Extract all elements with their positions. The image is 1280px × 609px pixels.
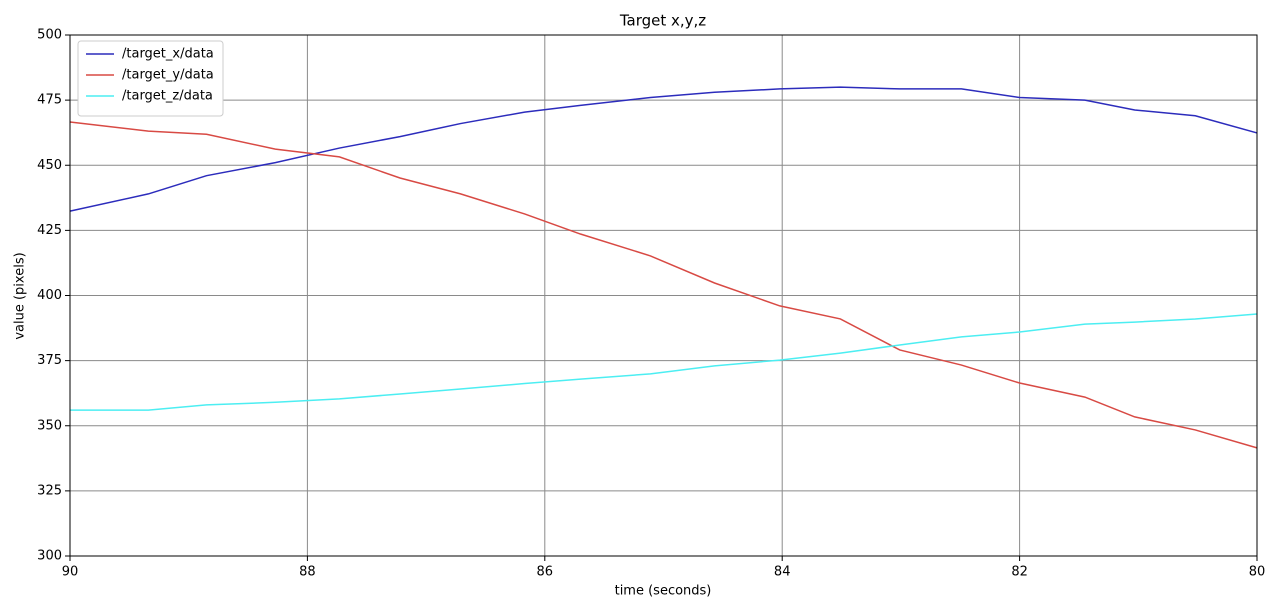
x-tick-label: 90 (62, 565, 79, 580)
series-line (69, 121, 1258, 449)
legend-label: /target_z/data (122, 89, 213, 104)
y-tick-label: 375 (37, 353, 62, 368)
y-tick-label: 400 (37, 288, 62, 303)
legend-label: /target_y/data (122, 68, 214, 83)
x-axis-label: time (seconds) (615, 584, 712, 599)
y-axis-label: value (pixels) (13, 252, 28, 339)
x-tick-label: 80 (1249, 565, 1266, 580)
series-line (69, 86, 1258, 212)
x-tick-label: 88 (299, 565, 316, 580)
y-tick-label: 425 (37, 223, 62, 238)
chart-title: Target x,y,z (619, 12, 706, 30)
y-tick-label: 350 (37, 418, 62, 433)
legend-label: /target_x/data (122, 47, 214, 62)
x-tick-label: 82 (1011, 565, 1028, 580)
y-tick-label: 500 (37, 28, 62, 43)
plot-frame (69, 34, 1258, 557)
series-line (70, 313, 1258, 411)
y-tick-label: 475 (37, 93, 62, 108)
y-tick-label: 300 (37, 549, 62, 564)
y-tick-label: 450 (37, 158, 62, 173)
x-tick-label: 84 (774, 565, 791, 580)
x-tick-label: 86 (537, 565, 554, 580)
y-tick-label: 325 (37, 483, 62, 498)
legend-box (77, 40, 224, 117)
